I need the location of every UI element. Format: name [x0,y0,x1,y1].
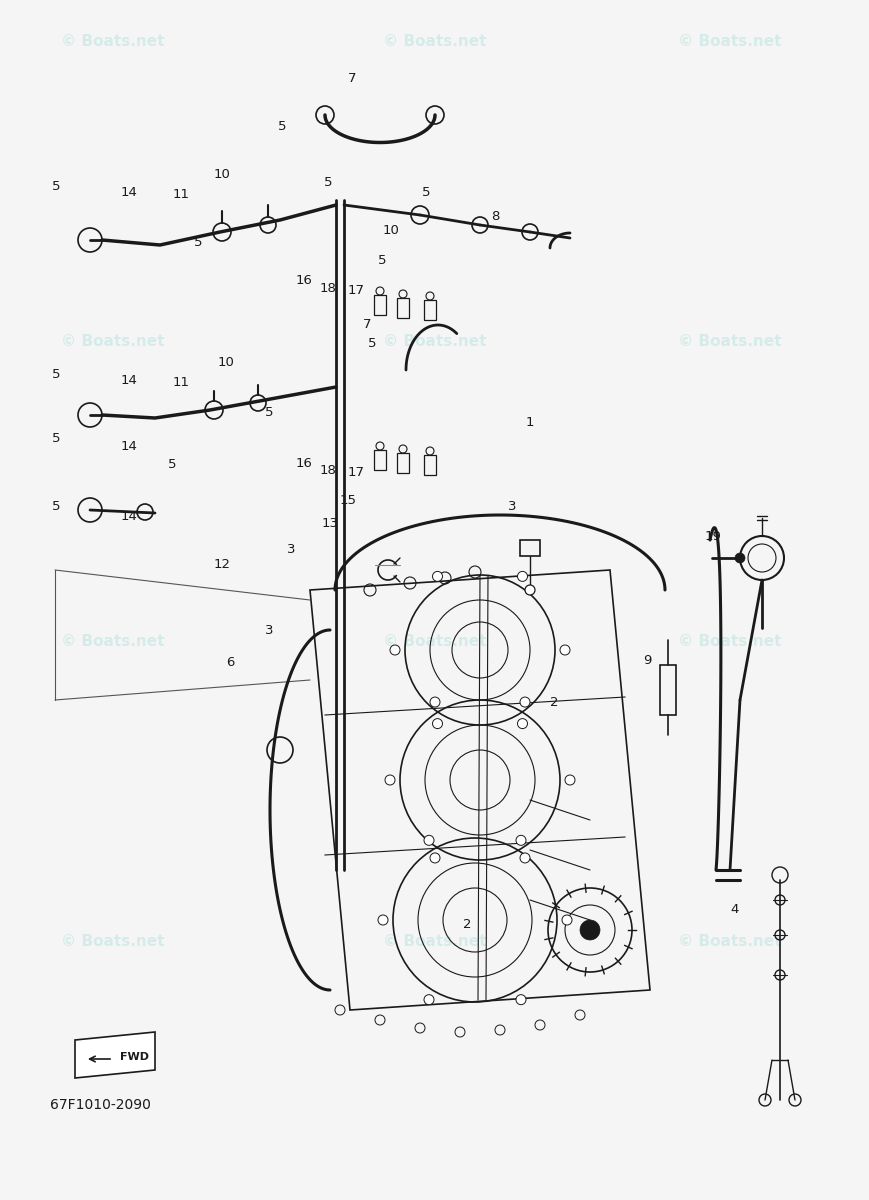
Text: 5: 5 [421,186,430,198]
Bar [520,540,540,556]
Circle shape [433,571,442,581]
Bar [397,298,409,318]
Circle shape [518,571,527,581]
Circle shape [424,995,434,1004]
Text: 11: 11 [172,188,189,200]
Circle shape [424,835,434,845]
Circle shape [518,719,527,728]
Text: © Boats.net: © Boats.net [382,35,487,49]
Text: 4: 4 [730,904,739,916]
Circle shape [520,697,530,707]
Circle shape [525,584,535,595]
Text: 5: 5 [324,176,333,188]
Text: 8: 8 [491,210,500,222]
Text: 7: 7 [348,72,356,84]
Circle shape [516,995,526,1004]
Text: 10: 10 [217,356,235,368]
Circle shape [562,914,572,925]
Text: 5: 5 [168,458,176,470]
Text: 10: 10 [382,224,400,236]
Text: 14: 14 [120,510,137,522]
Bar [397,452,409,473]
Text: 18: 18 [320,464,337,476]
Bar [424,300,436,320]
Circle shape [520,853,530,863]
Text: 9: 9 [643,654,652,666]
Text: 19: 19 [704,530,721,542]
Text: 5: 5 [52,500,61,512]
Circle shape [378,914,388,925]
Text: 5: 5 [194,236,202,248]
Text: 11: 11 [172,377,189,389]
Circle shape [430,697,440,707]
Text: 10: 10 [213,168,230,180]
Bar [374,295,386,314]
Polygon shape [75,1032,155,1078]
Text: 17: 17 [348,467,365,479]
Circle shape [560,646,570,655]
Bar [660,665,676,715]
Text: 2: 2 [550,696,559,708]
Text: © Boats.net: © Boats.net [382,935,487,949]
Circle shape [385,775,395,785]
Text: 12: 12 [213,558,230,570]
Text: 3: 3 [508,500,517,512]
Text: 2: 2 [463,918,472,930]
Text: 5: 5 [278,120,287,132]
Text: 5: 5 [378,254,387,266]
Circle shape [580,920,600,940]
Text: 67F1010-2090: 67F1010-2090 [50,1098,150,1112]
Text: 15: 15 [339,494,356,506]
Circle shape [516,835,526,845]
Text: 5: 5 [265,407,274,419]
Text: 7: 7 [362,318,371,330]
Text: 3: 3 [287,544,295,556]
Text: 3: 3 [265,624,274,636]
Text: 5: 5 [52,432,61,444]
Text: © Boats.net: © Boats.net [61,35,165,49]
Bar [374,450,386,470]
Text: 5: 5 [52,180,61,192]
Text: © Boats.net: © Boats.net [678,35,782,49]
Text: FWD: FWD [120,1052,149,1062]
Text: 17: 17 [348,284,365,296]
Text: © Boats.net: © Boats.net [382,635,487,649]
Text: © Boats.net: © Boats.net [61,335,165,349]
Circle shape [565,775,575,785]
Text: 6: 6 [226,656,235,668]
Circle shape [390,646,400,655]
Circle shape [735,553,745,563]
Text: 14: 14 [120,374,137,386]
Circle shape [430,853,440,863]
Text: 1: 1 [526,416,534,428]
Text: © Boats.net: © Boats.net [678,935,782,949]
Text: © Boats.net: © Boats.net [382,335,487,349]
Text: © Boats.net: © Boats.net [61,935,165,949]
Text: 14: 14 [120,186,137,198]
Text: 5: 5 [368,337,376,349]
Text: © Boats.net: © Boats.net [678,635,782,649]
Text: 18: 18 [320,282,337,294]
Text: 13: 13 [322,517,339,529]
Text: 5: 5 [52,368,61,380]
Text: 16: 16 [295,457,313,469]
Text: 14: 14 [120,440,137,452]
Circle shape [433,719,442,728]
Text: © Boats.net: © Boats.net [61,635,165,649]
Text: 16: 16 [295,275,313,287]
Bar [424,455,436,475]
Text: © Boats.net: © Boats.net [678,335,782,349]
